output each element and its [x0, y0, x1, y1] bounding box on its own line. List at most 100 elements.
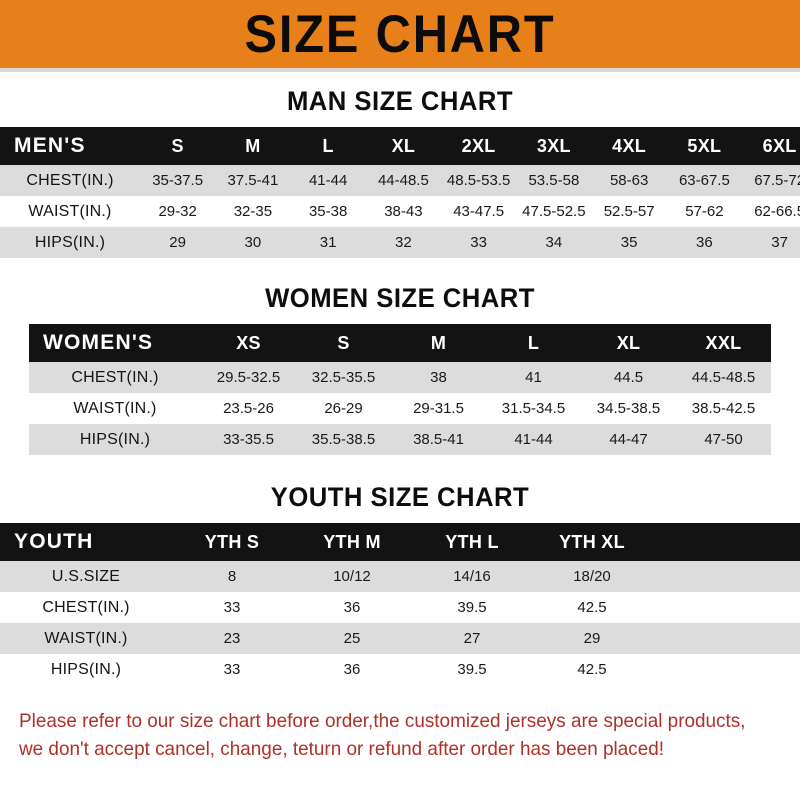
youth-cell-3-pad1: [742, 654, 800, 685]
youth-cell-3-2: 39.5: [412, 654, 532, 685]
women-cell-2-0: 33-35.5: [201, 424, 296, 455]
women-row-label-header: WOMEN'S: [43, 331, 154, 354]
table-row: WAIST(IN.) 23 25 27 29: [0, 623, 800, 654]
table-row: U.S.SIZE 8 10/12 14/16 18/20: [0, 561, 800, 592]
disclaimer-line-1: Please refer to our size chart before or…: [19, 710, 746, 732]
man-cell-2-1: 30: [215, 227, 291, 258]
youth-cell-2-3: 29: [532, 623, 652, 654]
man-cell-1-3: 38-43: [365, 196, 441, 227]
youth-col-header-0: YTH S: [204, 531, 260, 552]
youth-table-header-row: YOUTH YTH S YTH M YTH L YTH XL: [0, 523, 800, 561]
page-title: SIZE CHART: [244, 4, 556, 64]
women-cell-0-3: 41: [486, 362, 581, 393]
youth-col-header-2: YTH L: [445, 531, 499, 552]
youth-cell-3-3: 42.5: [532, 654, 652, 685]
women-size-table: WOMEN'S XS S M L XL XXL CHEST(IN.) 29.5-…: [29, 324, 771, 455]
women-col-header-5: XXL: [705, 332, 742, 353]
youth-cell-0-1: 10/12: [292, 561, 412, 592]
youth-cell-2-pad0: [652, 623, 742, 654]
man-cell-0-2: 41-44: [290, 165, 366, 196]
youth-size-table: YOUTH YTH S YTH M YTH L YTH XL U.S.SIZE …: [0, 523, 800, 685]
man-col-header-1: M: [245, 135, 261, 156]
women-cell-1-3: 31.5-34.5: [486, 393, 581, 424]
youth-row-label-0: U.S.SIZE: [0, 561, 172, 592]
youth-cell-0-pad1: [742, 561, 800, 592]
youth-cell-0-0: 8: [172, 561, 292, 592]
man-cell-1-4: 43-47.5: [441, 196, 517, 227]
women-cell-1-2: 29-31.5: [391, 393, 486, 424]
youth-row-label-2: WAIST(IN.): [0, 623, 172, 654]
disclaimer-line-2: we don't accept cancel, change, teturn o…: [19, 738, 665, 761]
youth-cell-1-pad1: [742, 592, 800, 623]
women-row-label-1: WAIST(IN.): [29, 393, 201, 424]
man-cell-2-0: 29: [140, 227, 216, 258]
table-row: WAIST(IN.) 29-32 32-35 35-38 38-43 43-47…: [0, 196, 800, 227]
youth-header-spacer-0: [652, 523, 742, 561]
women-row-label-2: HIPS(IN.): [29, 424, 201, 455]
man-size-table: MEN'S S M L XL 2XL 3XL 4XL 5XL 6XL CHEST…: [0, 127, 800, 258]
man-cell-2-4: 33: [441, 227, 517, 258]
man-cell-1-6: 52.5-57: [591, 196, 667, 227]
women-cell-1-0: 23.5-26: [201, 393, 296, 424]
youth-cell-1-pad0: [652, 592, 742, 623]
women-cell-2-5: 47-50: [676, 424, 771, 455]
youth-row-label-header: YOUTH: [14, 530, 94, 553]
youth-row-label-1: CHEST(IN.): [0, 592, 172, 623]
youth-cell-1-2: 39.5: [412, 592, 532, 623]
youth-cell-3-pad0: [652, 654, 742, 685]
youth-cell-0-pad0: [652, 561, 742, 592]
women-cell-1-4: 34.5-38.5: [581, 393, 676, 424]
youth-cell-3-0: 33: [172, 654, 292, 685]
women-cell-0-2: 38: [391, 362, 486, 393]
youth-col-header-3: YTH XL: [559, 531, 625, 552]
man-section-title: MAN SIZE CHART: [286, 86, 514, 116]
women-col-header-3: L: [527, 332, 540, 353]
man-cell-1-1: 32-35: [215, 196, 291, 227]
table-row: HIPS(IN.) 33-35.5 35.5-38.5 38.5-41 41-4…: [29, 424, 771, 455]
man-col-header-7: 5XL: [687, 135, 722, 156]
man-col-header-0: S: [171, 135, 184, 156]
women-section-title: WOMEN SIZE CHART: [265, 283, 535, 313]
page-banner: SIZE CHART: [0, 0, 800, 72]
disclaimer-note: Please refer to our size chart before or…: [19, 707, 758, 764]
women-col-header-0: XS: [236, 332, 261, 353]
man-cell-0-6: 58-63: [591, 165, 667, 196]
youth-section-title: YOUTH SIZE CHART: [270, 482, 530, 512]
man-col-header-2: L: [322, 135, 334, 156]
women-cell-1-5: 38.5-42.5: [676, 393, 771, 424]
man-cell-2-6: 35: [591, 227, 667, 258]
man-cell-0-1: 37.5-41: [215, 165, 291, 196]
women-cell-2-3: 41-44: [486, 424, 581, 455]
women-table-header-row: WOMEN'S XS S M L XL XXL: [29, 324, 771, 362]
table-row: HIPS(IN.) 33 36 39.5 42.5: [0, 654, 800, 685]
man-cell-0-7: 63-67.5: [666, 165, 742, 196]
youth-cell-0-2: 14/16: [412, 561, 532, 592]
man-table-header-row: MEN'S S M L XL 2XL 3XL 4XL 5XL 6XL: [0, 127, 800, 165]
man-cell-2-5: 34: [516, 227, 592, 258]
women-col-header-4: XL: [616, 332, 641, 353]
man-col-header-3: XL: [391, 135, 416, 156]
man-cell-2-7: 36: [666, 227, 742, 258]
man-cell-0-5: 53.5-58: [516, 165, 592, 196]
man-col-header-5: 3XL: [536, 135, 571, 156]
man-cell-2-2: 31: [290, 227, 366, 258]
man-row-label-header: MEN'S: [14, 134, 86, 157]
table-row: CHEST(IN.) 29.5-32.5 32.5-35.5 38 41 44.…: [29, 362, 771, 393]
man-cell-0-8: 67.5-72: [742, 165, 800, 196]
youth-header-spacer-1: [742, 523, 800, 561]
man-cell-1-5: 47.5-52.5: [516, 196, 592, 227]
man-row-label-0: CHEST(IN.): [0, 165, 140, 196]
man-row-label-1: WAIST(IN.): [0, 196, 140, 227]
women-cell-2-1: 35.5-38.5: [296, 424, 391, 455]
women-cell-2-4: 44-47: [581, 424, 676, 455]
youth-cell-0-3: 18/20: [532, 561, 652, 592]
man-cell-2-8: 37: [742, 227, 800, 258]
women-cell-2-2: 38.5-41: [391, 424, 486, 455]
women-cell-0-4: 44.5: [581, 362, 676, 393]
table-row: CHEST(IN.) 35-37.5 37.5-41 41-44 44-48.5…: [0, 165, 800, 196]
youth-cell-2-pad1: [742, 623, 800, 654]
man-cell-2-3: 32: [365, 227, 441, 258]
youth-cell-2-1: 25: [292, 623, 412, 654]
man-cell-0-3: 44-48.5: [365, 165, 441, 196]
man-cell-1-2: 35-38: [290, 196, 366, 227]
